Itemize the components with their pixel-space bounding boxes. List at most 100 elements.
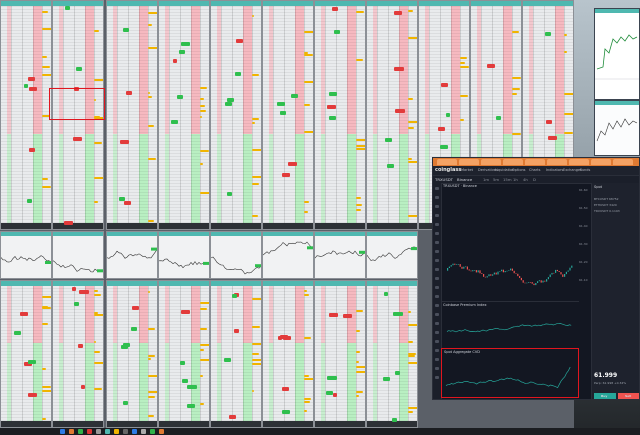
- order-marker[interactable]: [122, 28, 129, 33]
- order-marker[interactable]: [332, 393, 337, 398]
- order-marker[interactable]: [495, 116, 501, 121]
- dom-ladder[interactable]: [262, 280, 314, 428]
- dom-ladder[interactable]: [314, 280, 366, 428]
- buy-button[interactable]: Buy: [594, 393, 616, 399]
- ladder-header[interactable]: [315, 1, 365, 6]
- browser-tab[interactable]: [591, 159, 611, 165]
- mini-chart-window-right[interactable]: [594, 100, 640, 156]
- order-marker[interactable]: [27, 360, 36, 365]
- order-marker[interactable]: [329, 312, 339, 317]
- order-marker[interactable]: [124, 200, 132, 205]
- dom-ladder[interactable]: [158, 280, 210, 428]
- order-marker[interactable]: [226, 192, 232, 197]
- ladder-header[interactable]: [1, 281, 51, 286]
- order-marker[interactable]: [547, 135, 557, 140]
- ladder-header[interactable]: [53, 1, 103, 6]
- mini-price-chart[interactable]: [0, 231, 52, 279]
- order-marker[interactable]: [387, 164, 395, 169]
- order-marker[interactable]: [287, 162, 297, 167]
- order-marker[interactable]: [180, 360, 185, 365]
- order-marker[interactable]: [119, 139, 130, 144]
- timeframe-button[interactable]: 4h: [523, 177, 528, 182]
- order-marker[interactable]: [343, 313, 353, 318]
- side-row-3[interactable]: TRXUSDT 0.1193: [594, 209, 620, 213]
- premium-index-chart[interactable]: Coinbase Premium Index: [441, 301, 579, 349]
- order-marker[interactable]: [235, 38, 243, 43]
- order-marker[interactable]: [64, 6, 71, 11]
- mini-price-chart[interactable]: [262, 231, 314, 279]
- order-marker[interactable]: [28, 147, 36, 152]
- order-marker[interactable]: [181, 42, 191, 47]
- mini-chart-header[interactable]: [1, 232, 51, 236]
- order-marker[interactable]: [290, 94, 298, 99]
- coinglass-browser-window[interactable]: coinglass Market Derivatives Liquidation Op…: [432, 157, 640, 400]
- order-marker[interactable]: [280, 111, 286, 116]
- browser-tab[interactable]: [569, 159, 589, 165]
- price-chart[interactable]: TRXUSDT · Binance: [441, 183, 579, 300]
- drawing-tool-icon[interactable]: [435, 286, 439, 289]
- mini-price-chart[interactable]: [366, 231, 418, 279]
- order-marker[interactable]: [445, 112, 451, 117]
- browser-tab[interactable]: [525, 159, 545, 165]
- ladder-header[interactable]: [367, 1, 417, 6]
- taskbar-app-icon[interactable]: [96, 429, 101, 434]
- dom-ladder[interactable]: [0, 280, 52, 428]
- dom-ladder[interactable]: [262, 0, 314, 230]
- coinglass-nav-item[interactable]: Liquidation: [495, 168, 515, 172]
- dom-ladder[interactable]: [52, 0, 104, 230]
- order-marker[interactable]: [438, 127, 445, 132]
- dom-ladder[interactable]: [210, 280, 262, 428]
- browser-tab[interactable]: [503, 159, 523, 165]
- order-marker[interactable]: [130, 326, 138, 331]
- order-marker[interactable]: [182, 379, 189, 384]
- side-row-1[interactable]: BTCUSDT 68752: [594, 197, 619, 201]
- drawing-tool-icon[interactable]: [435, 304, 439, 307]
- drawing-tool-icon[interactable]: [435, 277, 439, 280]
- order-marker[interactable]: [393, 312, 404, 317]
- order-marker[interactable]: [181, 310, 191, 315]
- coinglass-nav-item[interactable]: Derivatives: [478, 168, 498, 172]
- taskbar-app-icon[interactable]: [114, 429, 119, 434]
- order-marker[interactable]: [13, 330, 22, 335]
- order-marker[interactable]: [131, 306, 139, 311]
- drawing-tool-icon[interactable]: [435, 331, 439, 334]
- order-marker[interactable]: [391, 417, 398, 422]
- order-marker[interactable]: [72, 137, 82, 142]
- order-marker[interactable]: [328, 92, 337, 97]
- coinglass-nav-item[interactable]: Funds: [580, 168, 591, 172]
- drawing-tool-icon[interactable]: [435, 241, 439, 244]
- coinglass-nav-item[interactable]: Market: [461, 168, 474, 172]
- order-marker[interactable]: [544, 32, 552, 37]
- drawing-tool-icon[interactable]: [435, 358, 439, 361]
- timeframe-button[interactable]: D: [533, 177, 536, 182]
- taskbar-app-icon[interactable]: [132, 429, 137, 434]
- ladder-header[interactable]: [315, 281, 365, 286]
- coinglass-nav-item[interactable]: Indicators: [546, 168, 564, 172]
- taskbar-app-icon[interactable]: [87, 429, 92, 434]
- browser-tab[interactable]: [613, 159, 633, 165]
- mini-chart-header[interactable]: [107, 232, 157, 236]
- order-marker[interactable]: [228, 415, 237, 420]
- timeframe-button[interactable]: 15m: [503, 177, 512, 182]
- drawing-tool-icon[interactable]: [435, 376, 439, 379]
- order-marker[interactable]: [281, 387, 289, 392]
- order-marker[interactable]: [393, 11, 402, 16]
- drawing-tool-icon[interactable]: [435, 349, 439, 352]
- ladder-header[interactable]: [53, 281, 103, 286]
- dom-ladder[interactable]: [52, 280, 104, 428]
- dom-ladder[interactable]: [0, 0, 52, 230]
- ladder-header[interactable]: [159, 1, 209, 6]
- ladder-header[interactable]: [107, 1, 157, 6]
- order-marker[interactable]: [327, 376, 337, 381]
- order-marker[interactable]: [27, 199, 33, 204]
- ladder-header[interactable]: [1, 1, 51, 6]
- symbol-label[interactable]: TRXUSDT: [435, 177, 453, 182]
- ladder-header[interactable]: [263, 1, 313, 6]
- order-marker[interactable]: [225, 102, 232, 107]
- taskbar-app-icon[interactable]: [141, 429, 146, 434]
- ladder-header[interactable]: [107, 281, 157, 286]
- order-marker[interactable]: [223, 357, 231, 362]
- timeframe-button[interactable]: 5m: [493, 177, 500, 182]
- order-marker[interactable]: [234, 329, 240, 334]
- order-marker[interactable]: [327, 105, 336, 110]
